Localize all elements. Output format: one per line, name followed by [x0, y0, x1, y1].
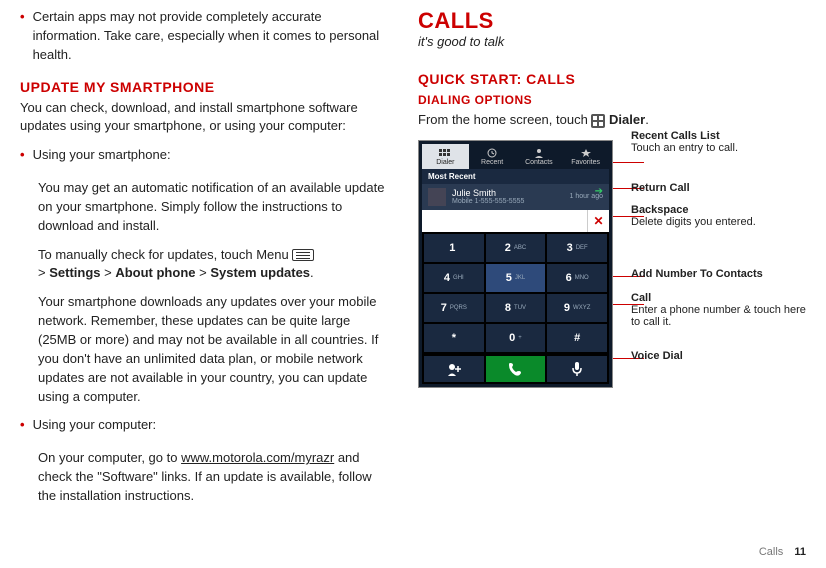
- key-8[interactable]: 8TUV: [486, 294, 546, 322]
- bullet-dot: •: [20, 8, 25, 65]
- calls-title: CALLS: [418, 8, 798, 34]
- callout-recent-title: Recent Calls List: [631, 130, 720, 142]
- callout-call-title: Call: [631, 292, 651, 304]
- menu-icon: [292, 249, 314, 261]
- grid-icon: [438, 148, 452, 158]
- avatar: [428, 188, 446, 206]
- computer-instructions: On your computer, go to www.motorola.com…: [38, 449, 390, 506]
- voice-dial-button[interactable]: [547, 356, 607, 382]
- key-5[interactable]: 5JKL: [486, 264, 546, 292]
- most-recent-bar: Most Recent: [422, 169, 609, 184]
- callout-call-desc: Enter a phone number & touch here to cal…: [631, 304, 806, 328]
- auto-notification-text: You may get an automatic notification of…: [38, 179, 390, 236]
- page-footer: Calls 11: [759, 546, 806, 558]
- tab-dialer[interactable]: Dialer: [422, 144, 469, 169]
- entry-number: Mobile 1-555-555-5555: [452, 198, 570, 205]
- add-contact-icon: [446, 362, 462, 376]
- callout-recent-desc: Touch an entry to call.: [631, 142, 738, 154]
- dialing-options-heading: DIALING OPTIONS: [418, 93, 798, 107]
- key-2[interactable]: 2ABC: [486, 234, 546, 262]
- tab-contacts[interactable]: Contacts: [516, 144, 563, 169]
- using-computer-label: Using your computer:: [33, 416, 157, 435]
- key-4[interactable]: 4GHI: [424, 264, 484, 292]
- key-9[interactable]: 9WXYZ: [547, 294, 607, 322]
- key-3[interactable]: 3DEF: [547, 234, 607, 262]
- callout-return-title: Return Call: [631, 182, 690, 194]
- number-input[interactable]: [422, 210, 587, 232]
- motorola-url: www.motorola.com/myrazr: [181, 450, 334, 465]
- callout-backspace-desc: Delete digits you entered.: [631, 216, 756, 228]
- bullet-dot: •: [20, 146, 25, 165]
- tab-favorites[interactable]: Favorites: [562, 144, 609, 169]
- tab-recent[interactable]: Recent: [469, 144, 516, 169]
- backspace-button[interactable]: ✕: [587, 210, 609, 232]
- key-1[interactable]: 1: [424, 234, 484, 262]
- mic-icon: [570, 361, 584, 377]
- phone-icon: [507, 361, 523, 377]
- bullet-dot: •: [20, 416, 25, 435]
- key-0[interactable]: 0+: [486, 324, 546, 352]
- dialer-icon: [591, 114, 605, 128]
- phone-mockup: Dialer Recent Contacts Favorites: [418, 140, 613, 388]
- page-number: 11: [794, 546, 806, 558]
- heading-update: UPDATE MY SMARTPHONE: [20, 79, 390, 95]
- star-icon: [579, 148, 593, 158]
- person-icon: [532, 148, 546, 158]
- key-star[interactable]: *: [424, 324, 484, 352]
- entry-name: Julie Smith: [452, 188, 570, 198]
- quick-start-heading: QUICK START: CALLS: [418, 71, 798, 87]
- recent-call-entry[interactable]: Julie Smith Mobile 1-555-555-5555 1 hour…: [422, 184, 609, 210]
- update-intro: You can check, download, and install sma…: [20, 99, 390, 137]
- key-7[interactable]: 7PQRS: [424, 294, 484, 322]
- key-6[interactable]: 6MNO: [547, 264, 607, 292]
- callout-add-title: Add Number To Contacts: [631, 268, 763, 280]
- callout-voice-title: Voice Dial: [631, 350, 683, 362]
- warning-text: Certain apps may not provide completely …: [33, 8, 390, 65]
- download-note-text: Your smartphone downloads any updates ov…: [38, 293, 390, 406]
- manual-check-text: To manually check for updates, touch Men…: [38, 246, 390, 284]
- key-hash[interactable]: #: [547, 324, 607, 352]
- tagline: it's good to talk: [418, 34, 798, 49]
- return-call-icon[interactable]: ➔: [595, 186, 603, 197]
- callout-backspace-title: Backspace: [631, 204, 689, 216]
- call-button[interactable]: [486, 356, 546, 382]
- footer-section: Calls: [759, 546, 783, 558]
- add-contact-button[interactable]: [424, 356, 484, 382]
- keypad: 1 2ABC 3DEF 4GHI 5JKL 6MNO 7PQRS 8TUV 9W…: [422, 232, 609, 354]
- clock-icon: [485, 148, 499, 158]
- using-smartphone-label: Using your smartphone:: [33, 146, 171, 165]
- from-home-text: From the home screen, touch Dialer.: [418, 111, 798, 130]
